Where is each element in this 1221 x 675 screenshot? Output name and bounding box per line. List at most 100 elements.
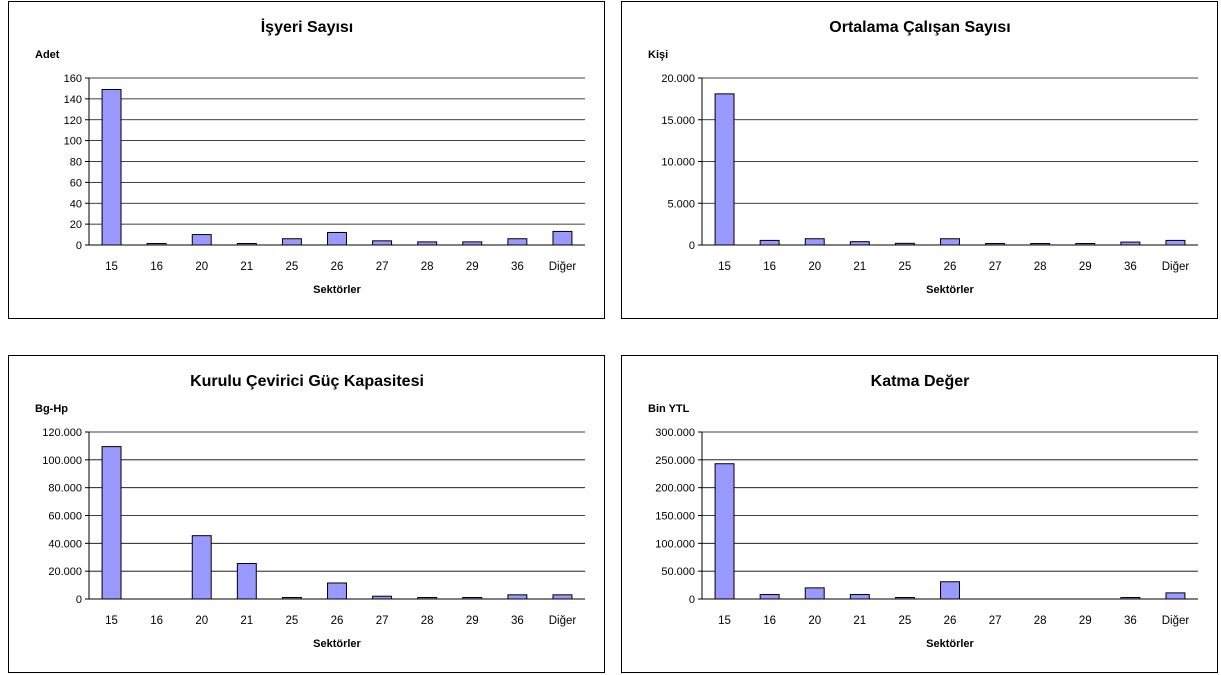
y-tick-label: 100.000 — [42, 455, 82, 467]
chart-panel-calisan: Ortalama Çalışan Sayısı Kişi 0 5.000 10.000 1… — [621, 1, 1218, 319]
x-tick-label: 21 — [240, 615, 253, 627]
chart-title: İşyeri Sayısı — [261, 18, 354, 36]
x-tick-label: 25 — [899, 261, 912, 273]
y-tick-label: 120 — [64, 115, 82, 127]
bar — [804, 238, 825, 246]
chart-title: Kurulu Çevirici Güç Kapasitesi — [190, 373, 424, 390]
bar — [1165, 239, 1186, 246]
y-axis-label: Kişi — [648, 49, 668, 61]
bar — [327, 582, 347, 600]
x-tick-label: 16 — [763, 615, 776, 627]
bar — [894, 242, 915, 246]
chart-title: Ortalama Çalışan Sayısı — [829, 19, 1010, 36]
y-tick-label: 300.000 — [655, 427, 695, 439]
bar — [462, 597, 483, 600]
x-tick-label: Diğer — [549, 615, 577, 627]
x-tick-label: 21 — [853, 615, 866, 627]
x-tick-label: 27 — [376, 261, 389, 273]
x-tick-label: 16 — [150, 615, 163, 627]
x-tick-label: 15 — [718, 261, 731, 273]
bar — [101, 88, 122, 246]
bar — [417, 597, 438, 600]
bar — [462, 241, 483, 246]
x-tick-label: 29 — [1079, 615, 1092, 627]
x-tick-label: 26 — [944, 261, 957, 273]
bar — [759, 239, 780, 246]
y-tick-label: 140 — [64, 94, 82, 106]
bar — [804, 587, 825, 600]
y-tick-label: 0 — [689, 240, 695, 252]
x-tick-label: 21 — [853, 261, 866, 273]
bar — [552, 230, 573, 246]
x-tick-label: 16 — [763, 261, 776, 273]
x-tick-label: 25 — [286, 261, 299, 273]
x-tick-label: 29 — [1079, 261, 1092, 273]
bar — [281, 238, 302, 246]
x-tick-label: 29 — [466, 261, 479, 273]
x-tick-label: 21 — [240, 261, 253, 273]
x-tick-label: 20 — [808, 261, 821, 273]
y-tick-label: 150.000 — [655, 511, 695, 523]
chart-isyeri: İşyeri Sayısı Adet 0 20 40 60 80 100 120 140 160 15… — [35, 18, 585, 296]
bar — [372, 595, 393, 600]
y-tick-label: 250.000 — [655, 455, 695, 467]
bar — [191, 535, 212, 600]
bar — [894, 597, 915, 600]
x-tick-label: Diğer — [549, 261, 577, 273]
chart-title: Katma Değer — [871, 373, 970, 390]
y-tick-label: 120.000 — [42, 427, 82, 439]
bar — [1165, 592, 1186, 600]
y-tick-label: 0 — [76, 240, 82, 252]
x-tick-label: 28 — [421, 615, 434, 627]
x-tick-label: 15 — [105, 615, 118, 627]
bar — [281, 597, 302, 600]
bar — [327, 231, 347, 246]
y-tick-label: 10.000 — [661, 157, 695, 169]
x-tick-label: 28 — [1034, 261, 1047, 273]
bar — [1120, 241, 1141, 246]
y-axis-label: Bg-Hp — [35, 403, 68, 415]
x-tick-label: 15 — [105, 261, 118, 273]
bar — [191, 234, 212, 246]
x-tick-label: 26 — [331, 261, 344, 273]
chart-panel-guc: Kurulu Çevirici Güç Kapasitesi Bg-Hp 0 20.0… — [8, 355, 605, 673]
y-tick-label: 20.000 — [661, 73, 695, 85]
x-tick-label: 26 — [944, 615, 957, 627]
bar — [1120, 597, 1141, 600]
x-tick-label: 16 — [150, 261, 163, 273]
x-tick-label: Diğer — [1162, 261, 1190, 273]
y-tick-label: 5.000 — [667, 198, 695, 210]
bar — [552, 594, 573, 600]
chart-guc: Kurulu Çevirici Güç Kapasitesi Bg-Hp 0 20.0… — [35, 373, 585, 650]
bar — [759, 594, 780, 600]
bar — [940, 238, 960, 246]
bar — [146, 243, 167, 246]
y-tick-label: 20.000 — [48, 566, 82, 578]
bar — [849, 594, 870, 600]
y-tick-label: 160 — [64, 73, 82, 85]
bar — [372, 240, 393, 246]
bar — [849, 241, 870, 246]
bar — [236, 563, 257, 600]
x-axis-label: Sektörler — [926, 284, 974, 296]
bar — [1075, 243, 1096, 246]
y-tick-label: 100 — [64, 136, 82, 148]
x-tick-label: 36 — [1124, 615, 1137, 627]
chart-calisan: Ortalama Çalışan Sayısı Kişi 0 5.000 10.000 1… — [648, 19, 1198, 296]
x-tick-label: 26 — [331, 615, 344, 627]
x-tick-label: 27 — [376, 615, 389, 627]
y-axis-label: Bin YTL — [648, 403, 690, 415]
x-axis-label: Sektörler — [926, 638, 974, 650]
bar — [1030, 243, 1051, 246]
bar — [101, 446, 122, 600]
bar — [417, 241, 438, 246]
chart-panel-katma: Katma Değer Bin YTL 0 50.000 100.000 150.000 2… — [621, 355, 1218, 673]
y-tick-label: 60 — [70, 177, 82, 189]
bar — [236, 243, 257, 246]
x-axis-label: Sektörler — [313, 284, 361, 296]
x-tick-label: Diğer — [1162, 615, 1190, 627]
y-tick-label: 80 — [70, 157, 82, 169]
y-axis-label: Adet — [35, 49, 60, 61]
chart-katma: Katma Değer Bin YTL 0 50.000 100.000 150.000 2… — [648, 373, 1198, 650]
y-tick-label: 80.000 — [48, 483, 82, 495]
